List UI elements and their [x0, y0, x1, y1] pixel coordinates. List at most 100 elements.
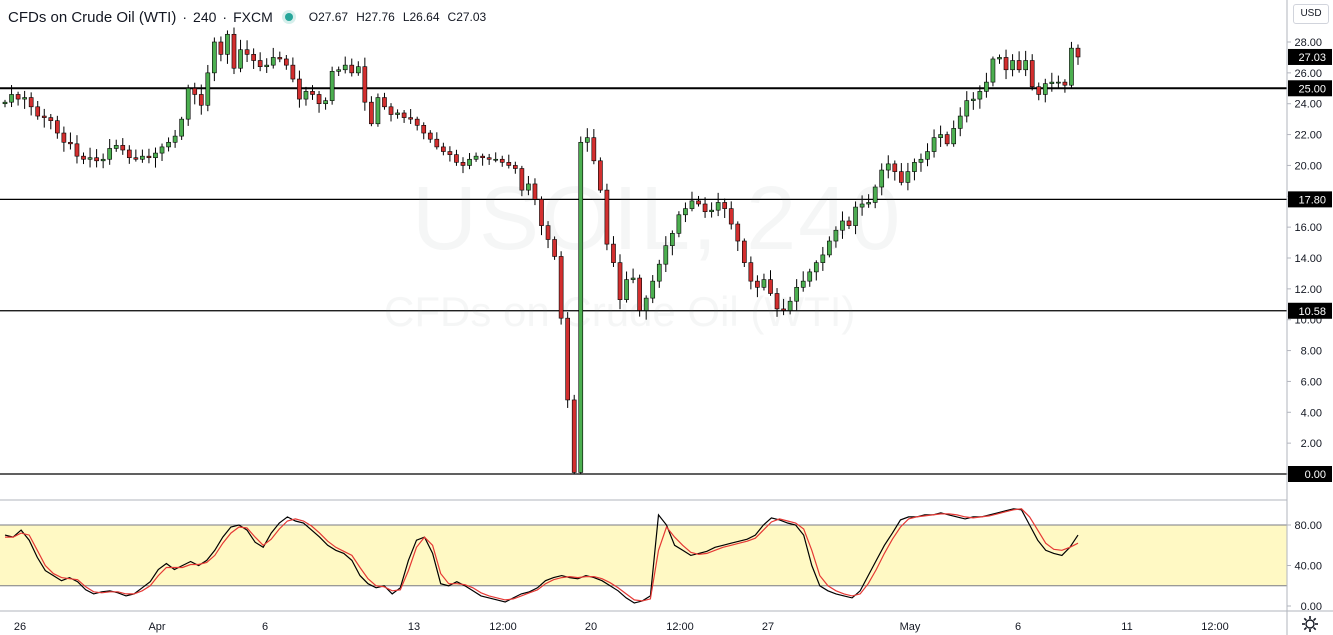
candle: [251, 48, 256, 69]
candle-up: [166, 141, 171, 148]
candle-down: [434, 138, 440, 148]
candle: [885, 155, 891, 179]
candle-up: [467, 158, 472, 166]
candle-down: [499, 158, 505, 163]
candle-up: [964, 100, 970, 117]
candle: [1069, 41, 1074, 88]
candle-up: [885, 163, 891, 171]
candle-up: [709, 209, 714, 213]
price-tick-label: 4.00: [1301, 407, 1322, 419]
candle: [526, 175, 531, 196]
stochastic-pane[interactable]: [0, 499, 1287, 604]
price-tick-label: 12.00: [1294, 284, 1322, 296]
time-tick-label: 6: [262, 621, 268, 633]
candle-down: [290, 64, 296, 80]
currency-button[interactable]: USD: [1293, 4, 1329, 24]
candle-down: [748, 262, 754, 282]
candle-down: [94, 157, 99, 162]
candle: [28, 92, 34, 116]
candle: [100, 153, 106, 169]
candle: [441, 142, 446, 156]
candle: [774, 288, 780, 317]
candle: [94, 149, 99, 168]
candle: [225, 30, 230, 64]
candle-down: [1062, 81, 1068, 86]
candle: [166, 137, 171, 152]
candle: [617, 254, 623, 310]
candle: [297, 70, 302, 108]
market-status-icon[interactable]: [284, 13, 293, 21]
candle: [172, 129, 178, 148]
candle-down: [604, 189, 610, 245]
candle: [748, 256, 754, 290]
candle: [41, 108, 47, 128]
candle: [382, 92, 387, 110]
high-value: H27.76: [356, 10, 395, 24]
close-value: C27.03: [448, 10, 487, 24]
candle-up: [970, 98, 976, 101]
level-price-label: 25.00: [1288, 80, 1332, 97]
candle-down: [454, 154, 459, 163]
candle-down: [611, 243, 616, 263]
candle-up: [957, 115, 963, 129]
candle: [133, 149, 139, 162]
candle-up: [342, 64, 348, 71]
candle: [185, 84, 191, 126]
candle: [290, 57, 296, 83]
candle-up: [643, 297, 649, 311]
candle-down: [427, 132, 433, 140]
candle-down: [552, 239, 557, 257]
settings-gear-icon[interactable]: [1300, 614, 1320, 634]
candle: [1056, 75, 1061, 89]
candle: [362, 57, 368, 111]
candle-up: [670, 233, 675, 246]
candle-up: [100, 158, 106, 162]
candle: [833, 226, 839, 248]
candle-up: [172, 135, 178, 143]
candle-up: [912, 162, 917, 172]
candle: [912, 158, 917, 181]
candle-down: [696, 200, 701, 205]
candle-down: [768, 279, 773, 294]
low-value: L26.64: [403, 10, 440, 24]
candle: [899, 163, 904, 186]
candle: [329, 66, 335, 105]
candle-up: [225, 33, 230, 55]
candle-up: [238, 49, 243, 69]
candle-up: [113, 145, 119, 149]
price-tick-label: 20.00: [1294, 160, 1322, 172]
candle-up: [807, 271, 813, 282]
price-label-text: 27.03: [1298, 52, 1326, 64]
candle: [22, 90, 27, 109]
symbol-name[interactable]: CFDs on Crude Oil (WTI): [8, 8, 177, 26]
candle-down: [126, 149, 132, 159]
candle: [584, 128, 590, 152]
candle: [787, 296, 793, 315]
candle: [467, 153, 472, 170]
time-tick-label: 13: [408, 621, 420, 633]
price-axis[interactable]: 28.0026.0024.0022.0020.0018.0016.0014.00…: [1286, 0, 1332, 635]
candle: [244, 40, 250, 63]
candle-down: [722, 202, 728, 209]
candle-up: [1049, 81, 1055, 84]
candle-up: [833, 229, 839, 242]
candle-down: [506, 162, 512, 166]
candle-down: [447, 151, 453, 155]
price-label-text: 25.00: [1298, 83, 1326, 95]
price-pane[interactable]: [0, 27, 1287, 475]
candle-down: [284, 58, 289, 66]
candle-up: [931, 137, 937, 152]
candle-down: [81, 155, 86, 160]
candle-up: [395, 112, 400, 115]
candle: [179, 116, 184, 140]
candle-down: [519, 168, 525, 191]
candle-down: [74, 143, 80, 157]
interval-label[interactable]: 240: [193, 9, 217, 25]
candle-down: [277, 57, 283, 60]
candle-down: [741, 240, 747, 263]
candle-up: [761, 279, 767, 288]
candle-up: [1010, 60, 1015, 71]
candle: [1003, 49, 1009, 80]
time-axis[interactable]: 26 Apr 6 13 12:00 20 12:00 27 May 6 11 12:00: [0, 610, 1333, 633]
